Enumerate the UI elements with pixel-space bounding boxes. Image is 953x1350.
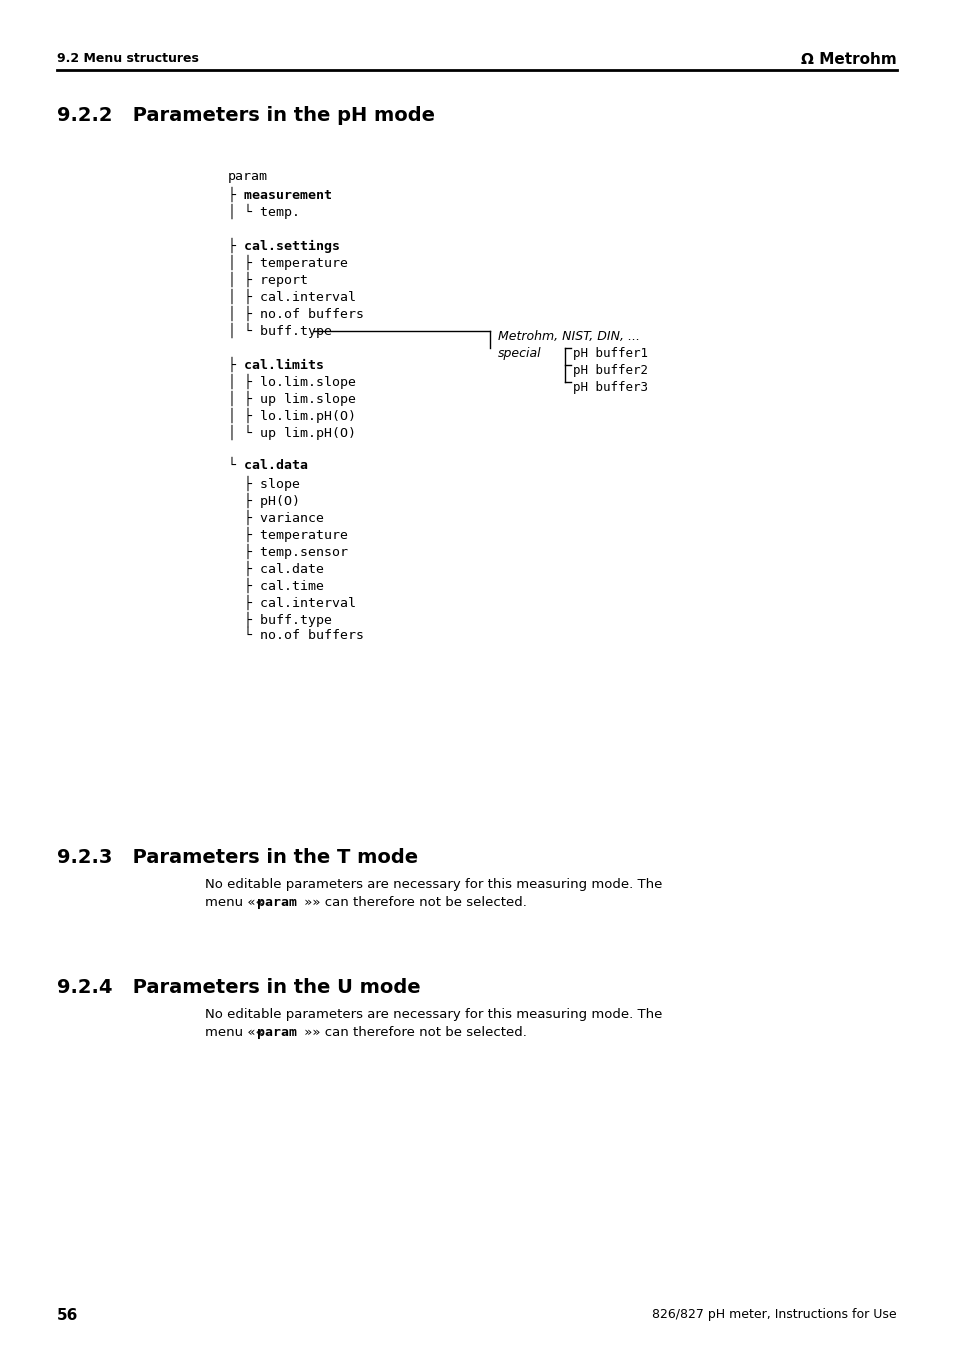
Text: pH buffer2: pH buffer2 [573, 363, 647, 377]
Text: Ω Metrohm: Ω Metrohm [801, 53, 896, 68]
Text: Metrohm, NIST, DIN, ...: Metrohm, NIST, DIN, ... [497, 329, 639, 343]
Text: pH buffer3: pH buffer3 [573, 381, 647, 394]
Text: ├ cal.time: ├ cal.time [228, 578, 324, 594]
Text: │ ├ report: │ ├ report [228, 271, 308, 288]
Text: No editable parameters are necessary for this measuring mode. The: No editable parameters are necessary for… [205, 878, 661, 891]
Text: └ no.of buffers: └ no.of buffers [228, 629, 364, 643]
Text: ├ temperature: ├ temperature [228, 526, 348, 543]
Text: │ ├ no.of buffers: │ ├ no.of buffers [228, 306, 364, 321]
Text: ├ cal.settings: ├ cal.settings [228, 238, 339, 254]
Text: 9.2.2   Parameters in the pH mode: 9.2.2 Parameters in the pH mode [57, 107, 435, 126]
Text: param: param [256, 896, 296, 909]
Text: ├ pH(O): ├ pH(O) [228, 493, 299, 509]
Text: 9.2 Menu structures: 9.2 Menu structures [57, 53, 198, 65]
Text: menu ««: menu «« [205, 1026, 268, 1040]
Text: ├ temp.sensor: ├ temp.sensor [228, 544, 348, 559]
Text: ├ slope: ├ slope [228, 477, 299, 491]
Text: │ ├ temperature: │ ├ temperature [228, 255, 348, 270]
Text: ├ variance: ├ variance [228, 510, 324, 525]
Text: ├ measurement: ├ measurement [228, 188, 332, 202]
Text: │ ├ lo.lim.slope: │ ├ lo.lim.slope [228, 374, 355, 389]
Text: ├ cal.limits: ├ cal.limits [228, 356, 324, 373]
Text: pH buffer1: pH buffer1 [573, 347, 647, 359]
Text: menu ««: menu «« [205, 896, 268, 909]
Text: No editable parameters are necessary for this measuring mode. The: No editable parameters are necessary for… [205, 1008, 661, 1021]
Text: └ cal.data: └ cal.data [228, 459, 308, 472]
Text: param: param [228, 170, 268, 184]
Text: │ └ up lim.pH(O): │ └ up lim.pH(O) [228, 425, 355, 440]
Text: 9.2.3   Parameters in the T mode: 9.2.3 Parameters in the T mode [57, 848, 417, 867]
Text: 9.2.4   Parameters in the U mode: 9.2.4 Parameters in the U mode [57, 977, 420, 998]
Text: │ └ temp.: │ └ temp. [228, 204, 299, 220]
Text: │ ├ up lim.slope: │ ├ up lim.slope [228, 392, 355, 406]
Text: »» can therefore not be selected.: »» can therefore not be selected. [299, 1026, 526, 1040]
Text: »» can therefore not be selected.: »» can therefore not be selected. [299, 896, 526, 909]
Text: 56: 56 [57, 1308, 78, 1323]
Text: special: special [497, 347, 541, 359]
Text: ├ buff.type: ├ buff.type [228, 612, 332, 628]
Text: ├ cal.interval: ├ cal.interval [228, 595, 355, 610]
Text: │ ├ lo.lim.pH(O): │ ├ lo.lim.pH(O) [228, 408, 355, 424]
Text: ├ cal.date: ├ cal.date [228, 562, 324, 576]
Text: │ ├ cal.interval: │ ├ cal.interval [228, 289, 355, 305]
Text: param: param [256, 1026, 296, 1040]
Text: │ └ buff.type: │ └ buff.type [228, 323, 332, 339]
Text: 826/827 pH meter, Instructions for Use: 826/827 pH meter, Instructions for Use [652, 1308, 896, 1322]
